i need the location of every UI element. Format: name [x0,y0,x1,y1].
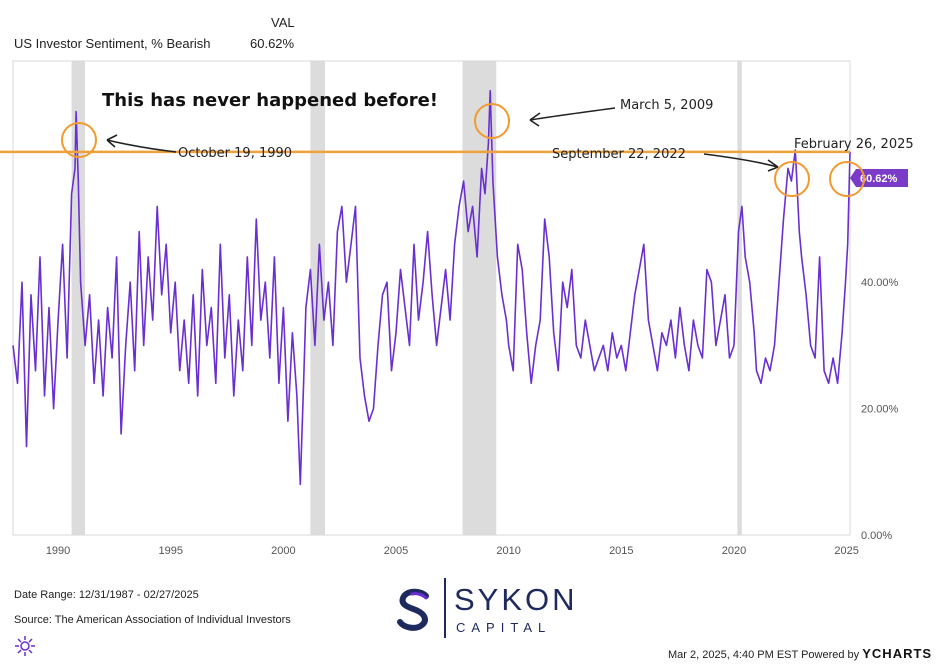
footer-credit: Mar 2, 2025, 4:40 PM EST Powered by YCHA… [668,646,932,661]
highlight-circle [774,161,810,197]
recession-band [71,61,86,535]
event-label: September 22, 2022 [552,147,686,162]
x-tick-label: 2005 [384,545,408,557]
annotation-february-2025: February 26, 2025 [794,137,914,197]
x-tick-label: 2000 [271,545,295,557]
highlight-circle [829,161,865,197]
source: Source: The American Association of Indi… [14,614,291,626]
x-tick-label: 2025 [834,545,858,557]
timestamp: Mar 2, 2025, 4:40 PM EST Powered by [668,649,860,661]
logo-sub: CAPITAL [456,620,552,635]
header-val-value: 60.62% [250,36,295,51]
x-tick-label: 2015 [609,545,633,557]
event-label: March 5, 2009 [620,98,713,113]
annotation-september-2022: September 22, 2022 [552,147,810,197]
annotation-october-1990: October 19, 1990 [61,122,292,161]
header-val-label: VAL [271,15,295,30]
y-tick-label: 20.00% [861,404,899,416]
sykon-mark-icon [397,588,429,631]
plot-frame [12,60,851,536]
highlight-circle [61,122,97,158]
arrow [106,134,177,153]
y-tick-label: 40.00% [861,277,899,289]
annotation-march-2009: March 5, 2009 [474,98,713,139]
y-tick-label: 0.00% [861,530,892,542]
x-axis: 1990 1995 2000 2005 2010 2015 2020 2025 [46,545,859,557]
x-tick-label: 2020 [722,545,746,557]
arrow [529,107,616,127]
recession-band [737,61,742,535]
series-name: US Investor Sentiment, % Bearish [14,36,211,51]
event-label: February 26, 2025 [794,137,914,152]
recession-bands [71,61,742,535]
reference-badge: 60.62% [850,169,908,187]
x-tick-label: 1995 [158,545,182,557]
highlight-circle [474,103,510,139]
arrow [703,153,779,172]
logo-divider [444,578,446,638]
recession-band [462,61,497,535]
reference-label: 60.62% [860,173,898,185]
headline: This has never happened before! [102,90,438,111]
series-line-bearish [12,89,851,486]
date-range: Date Range: 12/31/1987 - 02/27/2025 [14,589,199,601]
logo-name: SYKON [454,582,578,617]
x-tick-label: 1990 [46,545,70,557]
x-tick-label: 2010 [496,545,520,557]
sun-icon [13,634,37,658]
sykon-logo: SYKON CAPITAL [392,576,592,640]
y-axis: 0.00% 20.00% 40.00% [861,277,899,542]
ycharts-logo[interactable]: YCHARTS [862,646,933,661]
event-label: October 19, 1990 [178,146,292,161]
